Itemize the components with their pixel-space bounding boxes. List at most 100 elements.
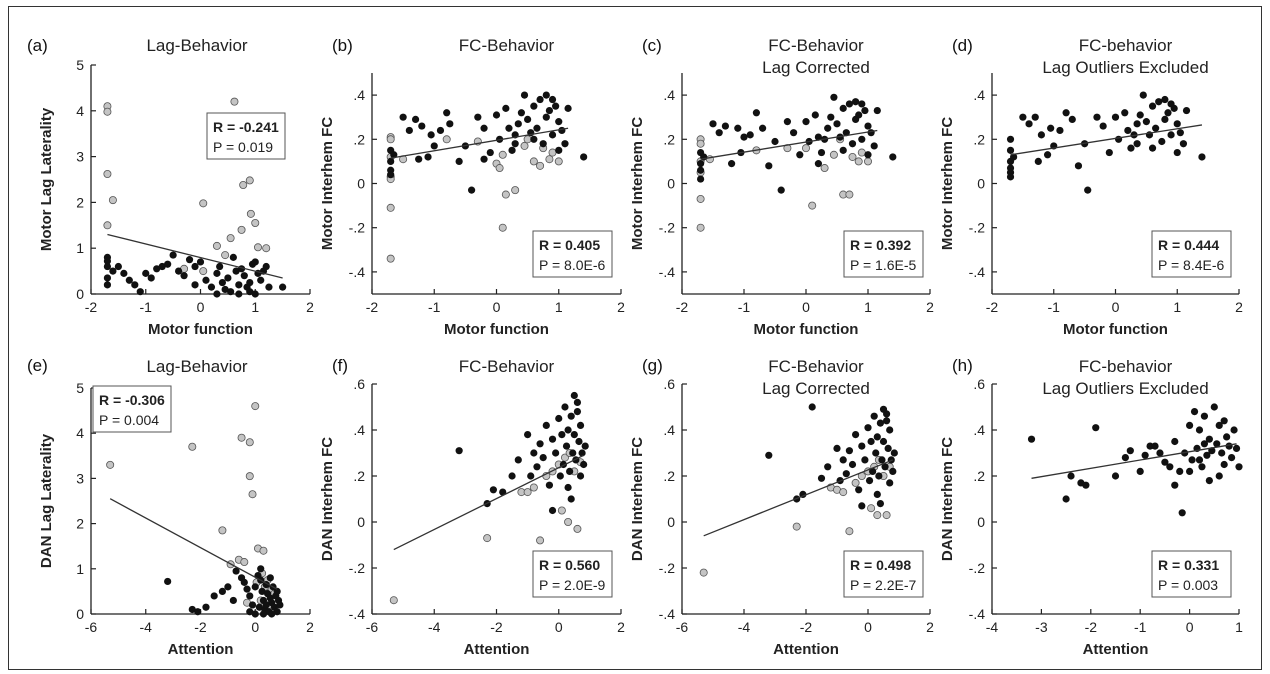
panel-b-point — [446, 120, 454, 128]
panel-h-point — [1227, 454, 1236, 462]
panel-c-point — [814, 160, 823, 168]
panel-c-point-excluded — [857, 148, 866, 157]
panel-c-x-tick-label: -2 — [676, 299, 689, 315]
panel-c-point-excluded — [829, 150, 838, 159]
panel-a-point — [224, 274, 232, 282]
panel-b-point — [424, 153, 432, 161]
panel-h-point — [1171, 437, 1179, 446]
panel-e-point — [248, 601, 257, 609]
panel-d-point — [1084, 186, 1092, 194]
panel-e-stat-p: P = 0.004 — [99, 412, 159, 428]
panel-h-point — [1190, 408, 1199, 416]
panel-a-point — [235, 290, 243, 298]
panel-a-point — [279, 283, 287, 291]
panel-e-point-excluded — [218, 526, 227, 535]
panel-d-title: FC-behavior — [1079, 36, 1173, 55]
panel-g-title: Lag Corrected — [762, 379, 870, 398]
panel-f-point-excluded — [557, 506, 566, 515]
panel-f-point — [566, 467, 574, 475]
panel-e-point — [229, 596, 237, 605]
panel-b-point-excluded — [529, 157, 538, 166]
panel-c-point — [765, 162, 773, 170]
panel-a-point — [246, 278, 254, 287]
panel-h-point — [1186, 421, 1194, 429]
panel-e-point — [266, 574, 274, 582]
panel-d-y-axis-label: Motor Interhem FC — [939, 117, 956, 250]
panel-f-y-tick-label: -.4 — [349, 606, 366, 622]
panel-h-point — [1186, 467, 1194, 475]
panel-g-point — [872, 449, 880, 457]
panel-b-point — [505, 124, 513, 132]
panel-g-point — [848, 460, 857, 469]
panel-f-point — [548, 435, 557, 443]
panel-h-y-tick-label: .2 — [973, 468, 985, 484]
panel-g-point-excluded — [867, 504, 876, 513]
panel-a-title: Lag-Behavior — [146, 36, 247, 55]
panel-f-title: FC-Behavior — [459, 357, 555, 376]
panel-a-point — [229, 253, 237, 261]
panel-d-point — [1111, 113, 1120, 121]
panel-d-letter: (d) — [952, 36, 973, 55]
panel-g-point — [889, 467, 897, 475]
panel-a-point — [213, 269, 221, 277]
panel-a-point — [136, 288, 144, 296]
panel-g-y-axis-label: DAN Interhem FC — [629, 437, 646, 561]
panel-f-point — [567, 495, 575, 503]
panel-c-letter: (c) — [642, 36, 662, 55]
panel-e-x-tick-label: -4 — [140, 619, 153, 635]
panel-c-point — [697, 175, 705, 183]
panel-e-point — [257, 565, 265, 573]
panel-h-x-tick-label: 1 — [1235, 619, 1243, 635]
panel-a-stats-box — [206, 112, 286, 160]
panel-c-point — [873, 106, 881, 115]
panel-e-letter: (e) — [27, 356, 48, 375]
panel-e-point — [210, 592, 218, 600]
panel-d-point — [1074, 162, 1083, 170]
panel-b-point — [430, 142, 438, 150]
panel-b-point — [555, 118, 563, 126]
panel-g-stats-box — [843, 550, 924, 598]
panel-h-fit-line — [1031, 443, 1237, 479]
panel-b-x-tick-label: -2 — [366, 299, 379, 315]
panel-f-point — [542, 421, 550, 429]
panel-a-point — [257, 276, 265, 284]
panel-h-point — [1205, 477, 1213, 485]
panel-g-point — [875, 472, 883, 480]
panel-h-point — [1200, 440, 1209, 448]
panel-g-point — [865, 477, 874, 485]
panel-g-point — [855, 486, 863, 494]
panel-f-point — [576, 421, 585, 429]
panel-h-point — [1166, 463, 1174, 471]
panel-h-point — [1218, 449, 1226, 457]
panel-a-point-excluded — [221, 251, 230, 260]
panel-b-point — [542, 113, 550, 121]
panel-b-point-excluded — [386, 254, 395, 263]
panel-d-point — [1093, 113, 1101, 121]
panel-h-x-tick-label: -3 — [1035, 619, 1048, 635]
panel-c-point — [814, 133, 823, 141]
panel-d-x-tick-label: 1 — [1173, 299, 1181, 315]
panel-a-point — [185, 256, 194, 264]
panel-f-point — [573, 398, 582, 406]
panel-h-point — [1215, 472, 1223, 480]
panel-d-point — [1025, 120, 1033, 128]
panel-a-point — [235, 281, 243, 289]
panel-b-point-excluded — [548, 148, 557, 157]
panel-a-point-excluded — [239, 180, 248, 189]
panel-b-stat-r: R = 0.405 — [539, 237, 600, 253]
panel-a-point — [103, 281, 112, 289]
panel-f-point-excluded — [573, 524, 582, 533]
panel-c-point — [855, 111, 863, 119]
panel-a-point — [191, 281, 199, 289]
panel-c-stat-p: P = 1.6E-5 — [850, 257, 917, 273]
panel-e-point — [246, 608, 254, 616]
panel-h-point — [1200, 412, 1209, 420]
panel-c-y-tick-label: .2 — [663, 131, 675, 147]
panel-b-point — [524, 115, 532, 124]
panel-h-stats-box — [1151, 550, 1232, 598]
panel-d-point — [1164, 109, 1172, 117]
panel-h-y-tick-label: 0 — [977, 514, 985, 530]
panel-d-point — [1179, 140, 1188, 148]
panel-a-point — [251, 258, 259, 266]
panel-a-point-excluded — [230, 97, 239, 106]
